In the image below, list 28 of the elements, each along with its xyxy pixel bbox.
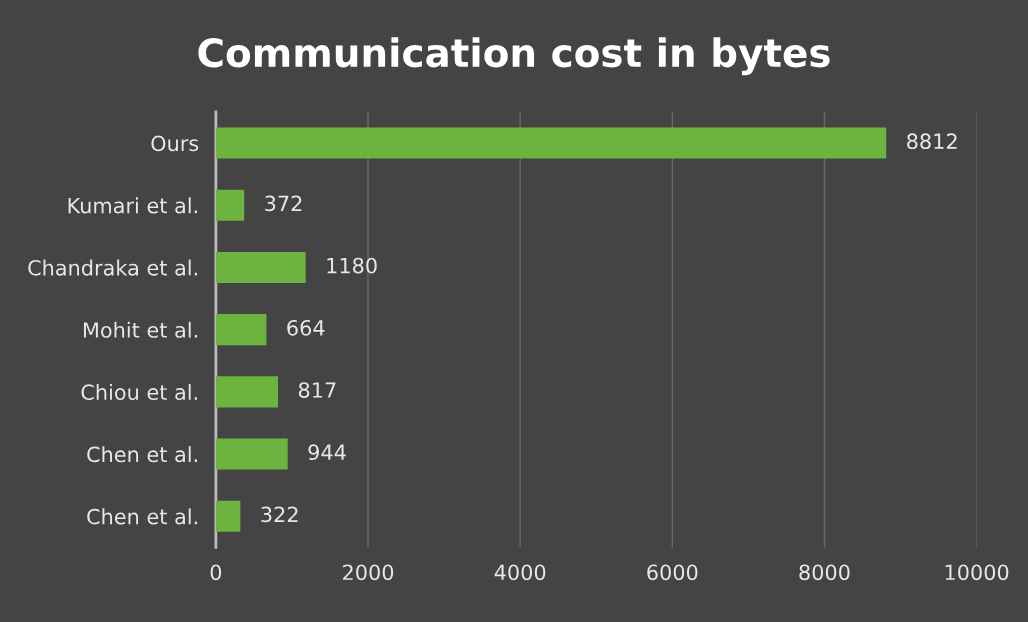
- data-label: 372: [265, 195, 302, 212]
- bar: [215, 376, 279, 408]
- x-tick-label: 2000: [343, 564, 394, 581]
- data-label: 322: [261, 506, 298, 523]
- chart-title: Communication cost in bytes: [198, 37, 830, 76]
- data-label: 944: [308, 444, 346, 461]
- bar: [215, 438, 288, 470]
- bar: [215, 314, 267, 346]
- y-tick-label: Chandraka et al.: [28, 259, 197, 276]
- data-label: 1180: [327, 257, 377, 274]
- data-label: 817: [298, 382, 336, 398]
- y-tick-label: Chen et al.: [87, 446, 197, 463]
- bar: [215, 251, 306, 284]
- y-tick-label: Kumari et al.: [68, 197, 197, 214]
- bar: [215, 500, 241, 532]
- bar: [215, 189, 245, 221]
- y-tick-label: Ours: [151, 135, 199, 152]
- x-tick-label: 6000: [647, 564, 698, 581]
- y-tick-label: Chiou et al.: [81, 383, 197, 401]
- x-tick-label: 0: [210, 564, 222, 581]
- x-tick-label: 10000: [945, 564, 1009, 581]
- data-label: 8812: [907, 133, 957, 150]
- x-tick-label: 8000: [799, 564, 850, 581]
- data-label: 664: [287, 319, 325, 336]
- y-tick-label: Mohit et al.: [83, 321, 197, 338]
- y-tick-label: Chen et al.: [87, 508, 197, 525]
- x-tick-label: 4000: [494, 564, 546, 581]
- bar: [215, 127, 887, 159]
